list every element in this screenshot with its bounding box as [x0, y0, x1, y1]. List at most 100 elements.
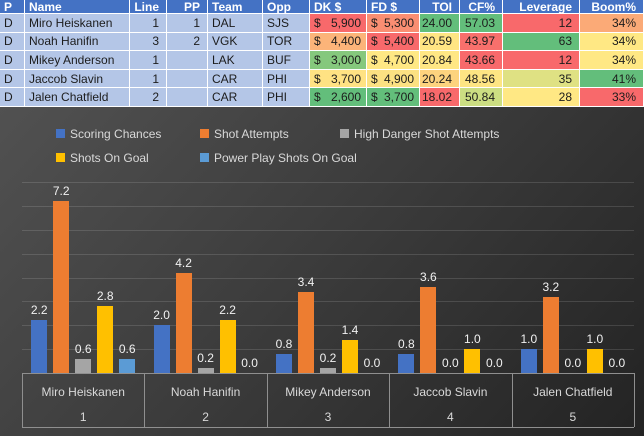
axis-label-player-name: Miro Heiskanen [41, 385, 125, 399]
column-header-boom-pct[interactable]: Boom% [580, 0, 644, 14]
cell-fd-salary-row3[interactable]: $4,700 [367, 51, 420, 70]
cell-dk-salary-row4[interactable]: $3,700 [310, 69, 367, 89]
cell-pp-row3[interactable] [167, 51, 208, 70]
cell-position-row4[interactable]: D [0, 69, 25, 89]
column-header-name[interactable]: Name [25, 0, 130, 14]
cell-team-row2[interactable]: VGK [208, 32, 263, 52]
cell-line-row5[interactable]: 2 [130, 88, 167, 107]
cell-team-row5[interactable]: CAR [208, 88, 263, 107]
data-label: 0.0 [363, 356, 381, 370]
column-header-pp[interactable]: PP [167, 0, 208, 14]
cell-position-row1[interactable]: D [0, 14, 25, 33]
cell-name-row1[interactable]: Miro Heiskanen [25, 14, 130, 33]
cell-dk-salary-row3[interactable]: $3,000 [310, 51, 367, 70]
cell-toi-row4[interactable]: 20.24 [420, 69, 460, 89]
bar-scoring-chances-cat3 [276, 353, 292, 373]
cell-cf-pct-row1[interactable]: 57.03 [460, 14, 503, 33]
category-divider [22, 373, 23, 427]
data-label: 0.2 [197, 351, 214, 366]
column-header-opp[interactable]: Opp [263, 0, 310, 14]
cell-value: 5,400 [383, 34, 414, 49]
column-header-line[interactable]: Line [130, 0, 167, 14]
cell-line-row1[interactable]: 1 [130, 14, 167, 33]
currency-symbol: $ [314, 34, 321, 49]
axis-label-rank-number: 4 [447, 410, 454, 424]
cell-team-row4[interactable]: CAR [208, 69, 263, 89]
cell-opp-row1[interactable]: SJS [263, 14, 310, 33]
cell-name-row2[interactable]: Noah Hanifin [25, 32, 130, 52]
axis-label-rank-number: 2 [202, 410, 209, 424]
currency-symbol: $ [371, 15, 378, 30]
cell-cf-pct-row2[interactable]: 43.97 [460, 32, 503, 52]
cell-pp-row4[interactable] [167, 69, 208, 89]
column-header-leverage[interactable]: Leverage [503, 0, 580, 14]
cell-boom-pct-row4[interactable]: 41% [580, 69, 644, 89]
cell-dk-salary-row2[interactable]: $4,400 [310, 32, 367, 52]
cell-toi-row5[interactable]: 18.02 [420, 88, 460, 107]
cell-team-row1[interactable]: DAL [208, 14, 263, 33]
cell-line-row4[interactable]: 1 [130, 69, 167, 89]
cell-cf-pct-row4[interactable]: 48.56 [460, 69, 503, 89]
cell-boom-pct-row1[interactable]: 34% [580, 14, 644, 33]
cell-pp-row5[interactable] [167, 88, 208, 107]
data-label: 4.2 [175, 255, 192, 270]
cell-dk-salary-row1[interactable]: $5,900 [310, 14, 367, 33]
cell-pp-row1[interactable]: 1 [167, 14, 208, 33]
cell-fd-salary-row5[interactable]: $3,700 [367, 88, 420, 107]
legend-label: Scoring Chances [70, 126, 162, 141]
legend-marker-icon [200, 153, 209, 162]
column-header-cf-pct[interactable]: CF% [460, 0, 503, 14]
axis-label-player-name: Noah Hanifin [170, 385, 241, 399]
legend-label: High Danger Shot Attempts [354, 126, 500, 141]
cell-leverage-row4[interactable]: 35 [503, 69, 580, 89]
column-header-dk-salary[interactable]: DK $ [310, 0, 367, 14]
data-label: 3.6 [420, 270, 437, 285]
cell-leverage-row5[interactable]: 28 [503, 88, 580, 107]
category-divider [512, 373, 513, 427]
axis-label-player-name: Mikey Anderson [285, 385, 371, 399]
category-divider [267, 373, 268, 427]
cell-boom-pct-row2[interactable]: 34% [580, 32, 644, 52]
column-header-position[interactable]: P [0, 0, 25, 14]
cell-leverage-row3[interactable]: 12 [503, 51, 580, 70]
data-label: 0.0 [486, 356, 503, 370]
cell-boom-pct-row5[interactable]: 33% [580, 88, 644, 107]
cell-fd-salary-row1[interactable]: $5,300 [367, 14, 420, 33]
data-label: 2.0 [153, 308, 170, 323]
column-header-fd-salary[interactable]: FD $ [367, 0, 420, 14]
gridline-8 [22, 182, 634, 183]
column-header-toi[interactable]: TOI [420, 0, 460, 14]
cell-position-row3[interactable]: D [0, 51, 25, 70]
cell-toi-row3[interactable]: 20.84 [420, 51, 460, 70]
cell-dk-salary-row5[interactable]: $2,600 [310, 88, 367, 107]
axis-label-rank-number: 3 [324, 410, 332, 424]
cell-leverage-row1[interactable]: 12 [503, 14, 580, 33]
cell-opp-row3[interactable]: BUF [263, 51, 310, 70]
cell-name-row5[interactable]: Jalen Chatfield [25, 88, 130, 107]
cell-fd-salary-row2[interactable]: $5,400 [367, 32, 420, 52]
cell-name-row4[interactable]: Jaccob Slavin [25, 69, 130, 89]
cell-name-row3[interactable]: Mikey Anderson [25, 51, 130, 70]
cell-cf-pct-row5[interactable]: 50.84 [460, 88, 503, 107]
cell-leverage-row2[interactable]: 63 [503, 32, 580, 52]
cell-line-row3[interactable]: 1 [130, 51, 167, 70]
cell-opp-row5[interactable]: PHI [263, 88, 310, 107]
cell-opp-row4[interactable]: PHI [263, 69, 310, 89]
column-header-team[interactable]: Team [208, 0, 263, 14]
cell-position-row5[interactable]: D [0, 88, 25, 107]
legend-item-shots-on-goal: Shots On Goal [56, 151, 149, 165]
bar-shots-on-goal-cat2 [219, 320, 236, 373]
data-label: 1.0 [520, 332, 538, 347]
cell-toi-row2[interactable]: 20.59 [420, 32, 460, 52]
cell-toi-row1[interactable]: 24.00 [420, 14, 460, 33]
cell-opp-row2[interactable]: TOR [263, 32, 310, 52]
cell-line-row2[interactable]: 3 [130, 32, 167, 52]
cell-cf-pct-row3[interactable]: 43.66 [460, 51, 503, 70]
legend-item-scoring-chances: Scoring Chances [56, 126, 162, 141]
cell-fd-salary-row4[interactable]: $4,900 [367, 69, 420, 89]
cell-boom-pct-row3[interactable]: 34% [580, 51, 644, 70]
gridline-7 [22, 205, 634, 207]
cell-pp-row2[interactable]: 2 [167, 32, 208, 52]
cell-position-row2[interactable]: D [0, 32, 25, 52]
cell-team-row3[interactable]: LAK [208, 51, 263, 70]
